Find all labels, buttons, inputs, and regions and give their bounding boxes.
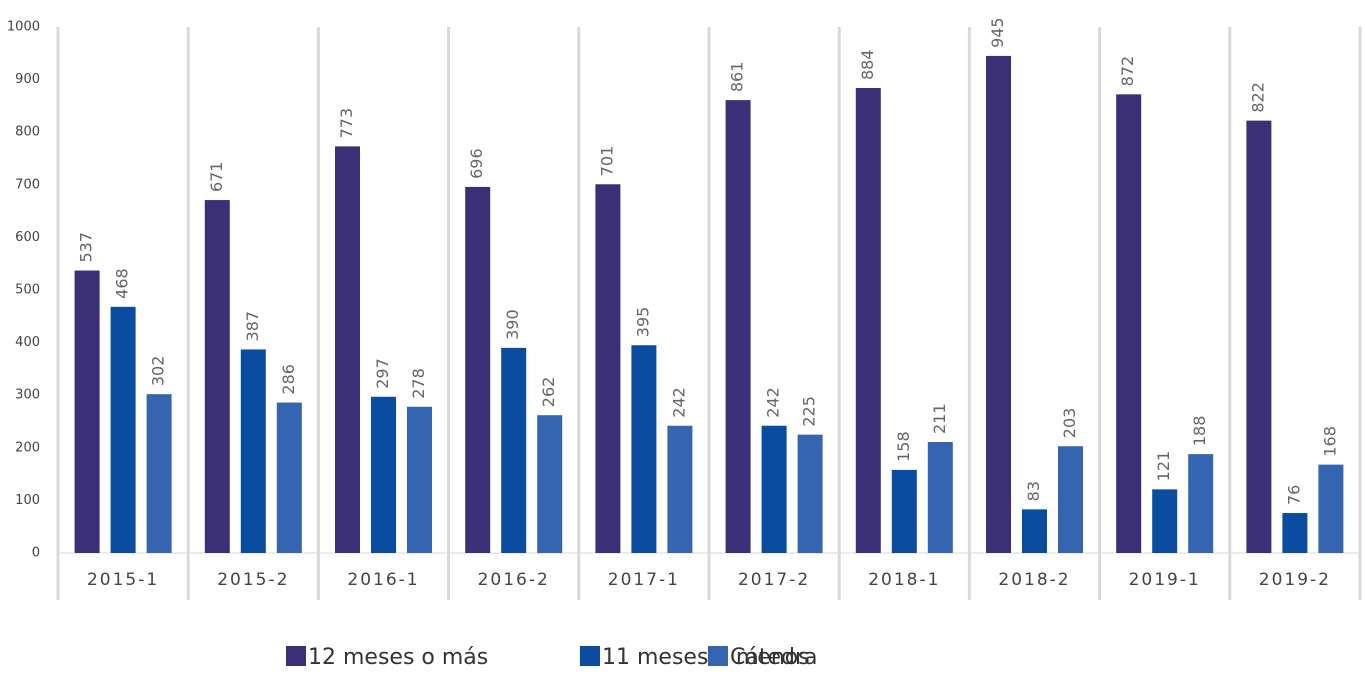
value-label: 225: [800, 396, 819, 427]
y-tick-label: 700: [15, 177, 40, 192]
x-tick-label: 2018-1: [868, 570, 940, 590]
value-label: 945: [988, 17, 1007, 48]
bar: [146, 394, 172, 553]
value-label: 203: [1060, 408, 1079, 439]
value-label: 242: [669, 387, 688, 418]
x-tick-label: 2017-1: [608, 570, 680, 590]
y-tick-label: 100: [15, 493, 40, 508]
value-label: 537: [77, 232, 96, 263]
value-label: 278: [409, 368, 428, 399]
value-label: 302: [149, 356, 168, 387]
value-label: 188: [1190, 416, 1209, 447]
x-tick-label: 2015-1: [87, 570, 159, 590]
value-label: 286: [279, 364, 298, 395]
legend-swatch: [708, 646, 728, 666]
bar: [1022, 509, 1047, 553]
bar: [891, 469, 917, 553]
bar: [595, 184, 621, 554]
y-tick-label: 200: [15, 440, 40, 455]
value-label: 884: [858, 49, 877, 80]
bar: [335, 146, 360, 554]
bar: [537, 415, 563, 553]
value-label: 773: [337, 108, 356, 139]
bar: [1152, 489, 1178, 553]
value-label: 395: [633, 307, 652, 338]
bar: [240, 349, 266, 553]
bar: [465, 186, 491, 554]
value-label: 76: [1284, 485, 1303, 505]
value-label: 242: [764, 387, 783, 418]
bar: [1058, 446, 1083, 553]
value-label: 168: [1320, 426, 1339, 457]
bar: [1188, 454, 1214, 553]
x-tick-label: 2016-1: [347, 570, 419, 590]
value-label: 696: [467, 148, 486, 179]
value-label: 262: [539, 377, 558, 408]
bar: [371, 396, 396, 553]
bar: [501, 347, 527, 553]
y-tick-label: 900: [15, 72, 40, 87]
bar: [631, 345, 657, 553]
bar: [1116, 94, 1142, 553]
x-tick-label: 2019-2: [1259, 570, 1331, 590]
bar: [407, 406, 432, 553]
bar: [667, 425, 693, 553]
y-tick-label: 1000: [7, 20, 40, 35]
bar: [1282, 513, 1308, 553]
x-tick-label: 2015-2: [217, 570, 289, 590]
y-tick-label: 800: [15, 125, 40, 140]
legend-label: 11 meses o menos: [602, 645, 810, 670]
bar: [276, 402, 302, 553]
bar: [927, 442, 953, 553]
value-label: 390: [503, 309, 522, 340]
value-label: 671: [207, 162, 226, 193]
y-tick-label: 0: [32, 546, 40, 561]
legend-swatch: [580, 646, 600, 666]
bar: [797, 434, 823, 553]
bar: [761, 425, 787, 553]
value-label: 822: [1248, 82, 1267, 113]
value-label: 158: [894, 431, 913, 462]
bar: [855, 88, 881, 554]
x-tick-label: 2017-2: [738, 570, 810, 590]
value-label: 861: [728, 62, 747, 93]
y-tick-label: 600: [15, 230, 40, 245]
y-tick-label: 400: [15, 335, 40, 350]
bar: [986, 55, 1011, 554]
bar: [725, 100, 751, 553]
x-tick-label: 2019-1: [1129, 570, 1201, 590]
legend-swatch: [286, 646, 306, 666]
value-label: 701: [597, 146, 616, 177]
value-label: 872: [1118, 56, 1137, 87]
x-tick-label: 2016-2: [478, 570, 550, 590]
bar: [1246, 120, 1272, 554]
bar: [74, 270, 100, 553]
bar: [110, 306, 136, 553]
value-label: 211: [930, 403, 949, 434]
y-tick-label: 500: [15, 283, 40, 298]
value-label: 83: [1024, 481, 1043, 501]
x-tick-label: 2018-2: [998, 570, 1070, 590]
bar: [1318, 464, 1344, 553]
value-label: 468: [113, 268, 132, 299]
legend-label: Cátedra: [730, 645, 818, 670]
value-label: 297: [373, 358, 392, 389]
y-tick-label: 300: [15, 388, 40, 403]
value-label: 121: [1154, 451, 1173, 482]
value-label: 387: [243, 311, 262, 342]
bar: [204, 200, 230, 553]
legend-label: 12 meses o más: [308, 645, 488, 670]
